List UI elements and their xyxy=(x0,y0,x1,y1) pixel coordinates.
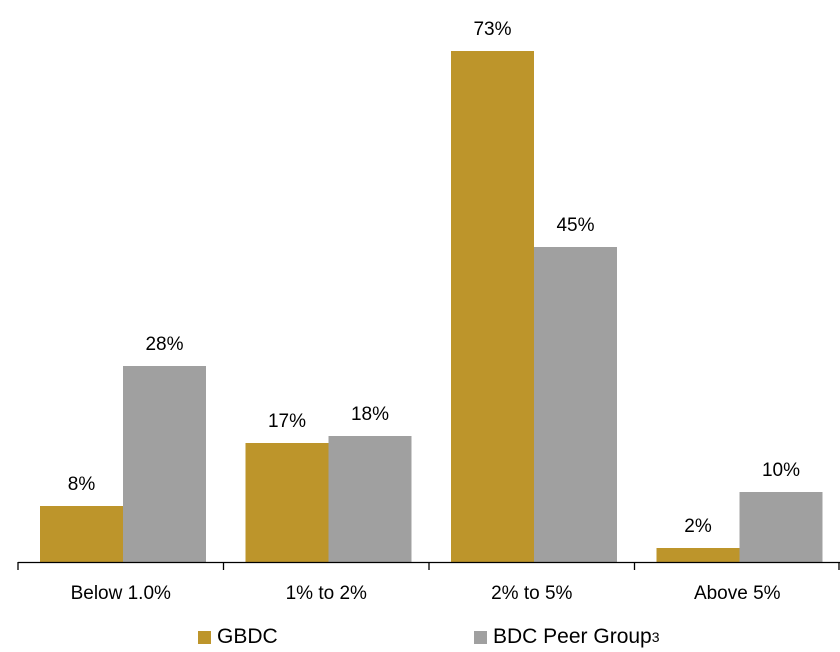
category-label-1-to-2: 1% to 2% xyxy=(286,583,367,604)
category-label-above-5: Above 5% xyxy=(694,583,781,604)
bar-gbdc-below-1-0 xyxy=(40,506,123,562)
bar-bdc-peer-group-above-5 xyxy=(739,492,823,562)
legend-label-gbdc: GBDC xyxy=(217,625,278,648)
legend-label-peer-group: BDC Peer Group xyxy=(493,625,652,648)
data-label-gbdc-2-to-5: 73% xyxy=(473,19,511,40)
legend-item-gbdc: GBDC xyxy=(198,625,278,649)
bar-bdc-peer-group-below-1-0 xyxy=(123,366,206,562)
bar-bdc-peer-group-2-to-5 xyxy=(534,247,617,562)
bar-chart: 8% 28% 17% 18% 73% 45% 2% 10% Below 1.0% 1% to 2… xyxy=(17,19,840,604)
legend-swatch-peer-group xyxy=(474,630,487,644)
bar-bdc-peer-group-1-to-2 xyxy=(328,436,412,562)
bar-gbdc-above-5 xyxy=(656,548,740,562)
bar-gbdc-1-to-2 xyxy=(245,443,329,562)
category-labels: Below 1.0% 1% to 2% 2% to 5% Above 5% xyxy=(71,583,781,604)
data-label-gbdc-above-5: 2% xyxy=(684,516,712,537)
data-label-bdc-peer-group-1-to-2: 18% xyxy=(351,404,389,425)
category-label-below-1-0: Below 1.0% xyxy=(71,583,171,604)
bars-layer xyxy=(40,51,823,562)
data-label-gbdc-1-to-2: 17% xyxy=(268,411,306,432)
legend-item-peer-group: BDC Peer Group 3 xyxy=(474,625,660,649)
legend-swatch-gbdc xyxy=(198,630,211,644)
data-labels-layer: 8% 28% 17% 18% 73% 45% 2% 10% xyxy=(68,19,800,537)
data-label-gbdc-below-1-0: 8% xyxy=(68,474,96,495)
category-label-2-to-5: 2% to 5% xyxy=(491,583,572,604)
data-label-bdc-peer-group-2-to-5: 45% xyxy=(556,215,594,236)
bar-gbdc-2-to-5 xyxy=(451,51,534,562)
legend: GBDC BDC Peer Group 3 xyxy=(0,625,840,652)
data-label-bdc-peer-group-above-5: 10% xyxy=(762,460,800,481)
data-label-bdc-peer-group-below-1-0: 28% xyxy=(145,334,183,355)
x-axis-ticks xyxy=(17,562,840,570)
